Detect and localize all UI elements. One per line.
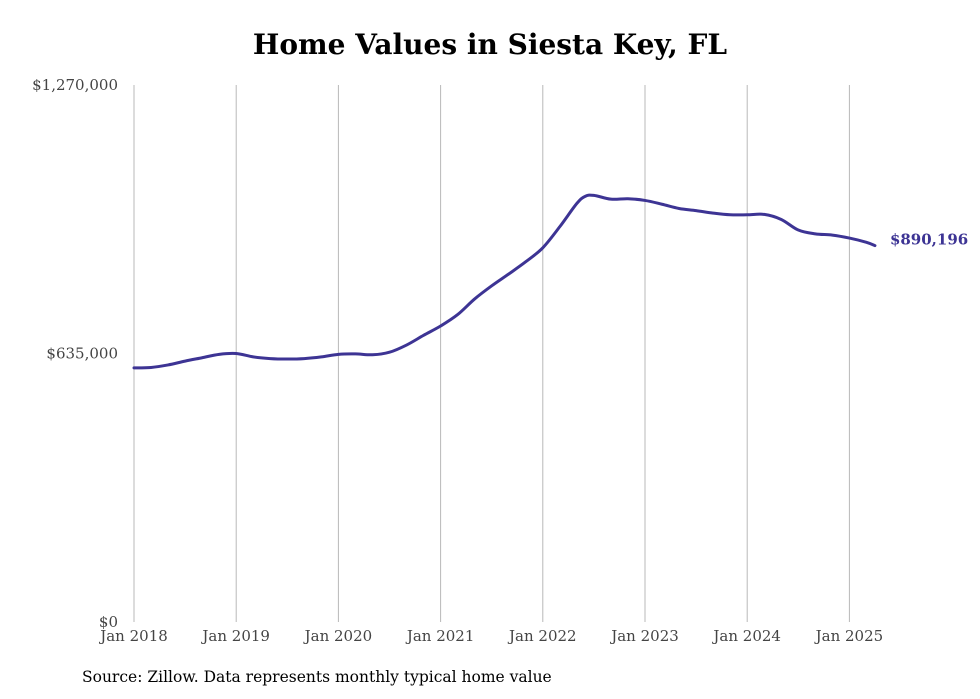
x-tick-label: Jan 2018 [98,627,168,645]
y-tick-label: $635,000 [46,345,118,363]
x-tick-label: Jan 2020 [303,627,373,645]
x-tick-label: Jan 2019 [200,627,270,645]
x-tick-label: Jan 2023 [609,627,679,645]
chart-title: Home Values in Siesta Key, FL [252,28,728,61]
y-tick-label: $1,270,000 [32,76,118,94]
x-axis-ticks: Jan 2018 Jan 2019 Jan 2020 Jan 2021 Jan 2022… [98,627,883,645]
y-axis-ticks: $0 $635,000 $1,270,000 [32,76,118,631]
x-tick-label: Jan 2022 [507,627,577,645]
end-value-label: $890,196 [890,231,968,249]
x-tick-label: Jan 2024 [711,627,781,645]
y-tick-label: $0 [99,613,118,631]
x-tick-label: Jan 2021 [405,627,475,645]
x-tick-label: Jan 2025 [814,627,884,645]
series-line [132,193,877,370]
source-note: Source: Zillow. Data represents monthly … [82,668,552,686]
